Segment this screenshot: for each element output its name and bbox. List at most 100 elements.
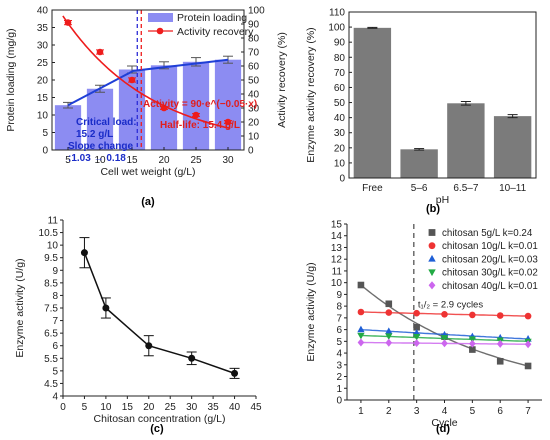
series-marker	[413, 323, 420, 331]
y-tick-label: 60	[334, 83, 346, 94]
y2-tick-label: 100	[248, 6, 265, 17]
activity-fit-annotation: Activity = 90·e^(−0.05·x)	[143, 99, 257, 110]
y-tick-label: 10	[47, 241, 59, 252]
series-marker	[357, 308, 365, 316]
legend-marker-activity	[156, 27, 164, 35]
panel-b: Free 5–6 6.5–7 10–11 0 10 20 30 40 50 60 70 80 90 100 1…	[305, 8, 537, 215]
protein-loading-bar	[214, 59, 242, 151]
y-tick-label: 7.5	[44, 304, 58, 315]
series-marker	[413, 339, 420, 348]
y-tick-label: 40	[37, 6, 49, 17]
x-tick-label: 5	[82, 402, 88, 413]
y-tick-label: 5	[336, 337, 342, 348]
series-marker	[496, 357, 504, 365]
activity-recovery-bar	[400, 149, 438, 178]
series-marker	[524, 312, 532, 320]
y-tick-label: 4	[336, 349, 342, 360]
x-tick-label: 2	[386, 406, 392, 417]
activity-line	[83, 252, 235, 375]
y-tick-label: 40	[334, 113, 346, 124]
x-tick-label: 30	[186, 402, 198, 413]
y-tick-label: 10	[331, 278, 343, 289]
y2-tick-label: 90	[248, 20, 260, 31]
x-tick-label: 3	[414, 406, 420, 417]
x-tick-label: 5	[470, 406, 476, 417]
y2-tick-label: 30	[248, 104, 260, 115]
activity-recovery-point	[128, 76, 136, 84]
x-tick-label: 15	[122, 402, 134, 413]
legend-marker	[428, 229, 436, 236]
y2-tick-label: 70	[248, 48, 260, 59]
series-marker	[524, 362, 532, 370]
series-marker	[385, 338, 393, 347]
y2-tick-label: 10	[248, 132, 260, 143]
plot-frame	[348, 11, 537, 179]
slope-change-values: :1.03 → 0.18	[68, 153, 126, 164]
legend-label-activity: Activity recovery	[177, 26, 254, 38]
activity-recovery-bar	[493, 116, 532, 178]
protein-loading-trend-line	[67, 58, 229, 107]
x-tick-label: Free	[362, 183, 383, 194]
y-tick-label: 110	[329, 8, 345, 19]
series-fit-line	[360, 284, 529, 367]
legend-label: chitosan 40g/L k=0.01	[442, 281, 538, 292]
legend-marker	[428, 254, 436, 262]
activity-recovery-bar	[353, 27, 392, 178]
critical-load-value: 15.2 g/L	[76, 129, 113, 140]
y-tick-label: 9.5	[44, 253, 58, 264]
y-tick-label: 12	[331, 255, 343, 266]
y-tick-label: 10	[334, 158, 346, 169]
series-marker	[413, 334, 421, 341]
y-tick-label: 20	[334, 143, 346, 154]
x-tick-label: 6	[497, 406, 503, 417]
y-tick-label: 13	[331, 243, 343, 254]
y-tick-label: 2	[336, 372, 342, 383]
y2-tick-label: 20	[248, 118, 260, 129]
activity-recovery-bar	[447, 103, 485, 178]
series-marker	[441, 339, 448, 348]
y-tick-label: 90	[334, 38, 346, 49]
y2-tick-label: 40	[248, 90, 260, 101]
x-tick-label: 10	[94, 155, 106, 166]
activity-point	[188, 354, 196, 362]
y-tick-label: 8.5	[44, 278, 58, 289]
y-tick-label: 1	[336, 384, 342, 395]
x-tick-label: 6.5–7	[453, 183, 478, 194]
activity-recovery-point	[192, 111, 200, 119]
y-tick-label: 50	[334, 98, 346, 109]
activity-point	[102, 304, 110, 312]
legend-label-protein: Protein loading	[177, 12, 247, 24]
y-tick-label: 14	[331, 231, 343, 242]
y-tick-label: 9	[336, 290, 342, 301]
series-marker	[524, 340, 532, 349]
activity-fit-curve	[62, 15, 230, 129]
x-tick-label: 0	[60, 402, 66, 413]
y-tick-label: 4.5	[44, 379, 58, 390]
y-axis-label: Enzyme activity recovery (%)	[305, 27, 317, 162]
x-tick-label: 30	[222, 155, 234, 166]
legend-marker	[428, 242, 436, 250]
y-tick-label: 0	[339, 174, 345, 185]
y-tick-label: 8	[336, 302, 342, 313]
y-tick-label: 70	[334, 68, 346, 79]
y-tick-label: 15	[37, 93, 49, 104]
activity-point	[80, 249, 88, 257]
y-tick-label: 0	[42, 146, 48, 157]
x-tick-label: 20	[143, 402, 155, 413]
series-marker	[496, 339, 504, 348]
y-tick-label: 0	[336, 396, 342, 407]
x-axis-label: pH	[436, 194, 449, 206]
y-tick-label: 7	[336, 313, 342, 324]
legend-label: chitosan 5g/L k=0.24	[442, 228, 533, 239]
series-marker	[385, 327, 393, 334]
y-tick-label: 11	[48, 216, 59, 227]
y-tick-label: 11	[332, 266, 343, 277]
half-life-label: t₁/₂ = 2.9 cycles	[418, 299, 483, 310]
y-tick-label: 6	[52, 341, 58, 352]
protein-loading-bar	[182, 61, 210, 150]
legend-label: chitosan 20g/L k=0.03	[442, 254, 538, 265]
series-marker	[357, 325, 365, 333]
y-tick-label: 20	[37, 76, 49, 87]
